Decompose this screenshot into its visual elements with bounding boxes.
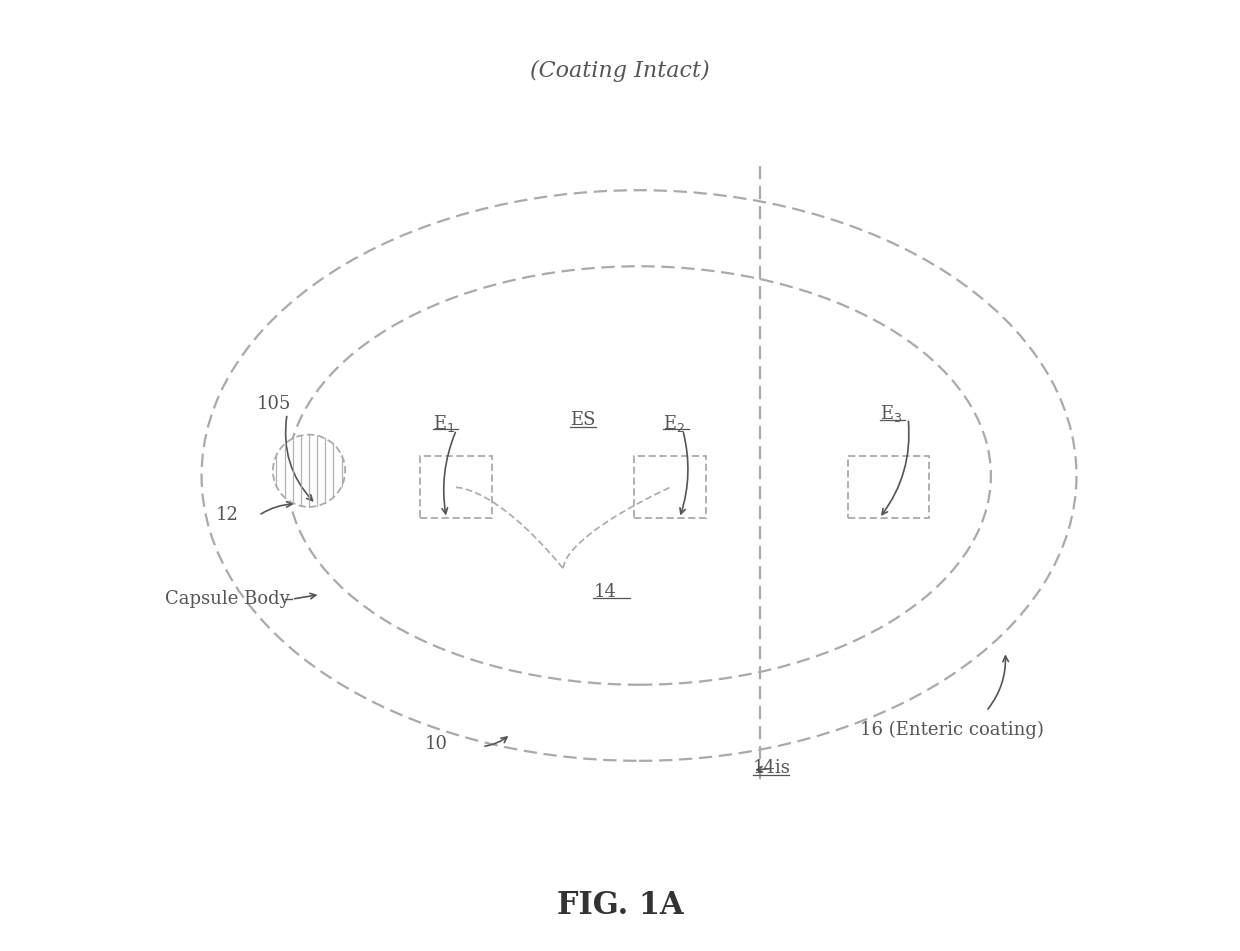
Text: (Coating Intact): (Coating Intact) bbox=[531, 60, 709, 83]
Text: 105: 105 bbox=[257, 396, 291, 413]
Text: 16 (Enteric coating): 16 (Enteric coating) bbox=[859, 721, 1044, 740]
Text: E$_3$: E$_3$ bbox=[879, 403, 901, 424]
Text: E$_2$: E$_2$ bbox=[663, 413, 684, 434]
Text: FIG. 1A: FIG. 1A bbox=[557, 890, 683, 921]
Text: E$_1$: E$_1$ bbox=[433, 413, 455, 434]
Text: 10: 10 bbox=[425, 735, 448, 752]
Text: 14: 14 bbox=[594, 583, 616, 600]
Text: 14is: 14is bbox=[753, 760, 791, 777]
Circle shape bbox=[273, 435, 345, 507]
Text: Capsule Body: Capsule Body bbox=[165, 591, 290, 608]
Text: 12: 12 bbox=[216, 507, 238, 524]
Text: ES: ES bbox=[569, 412, 595, 429]
